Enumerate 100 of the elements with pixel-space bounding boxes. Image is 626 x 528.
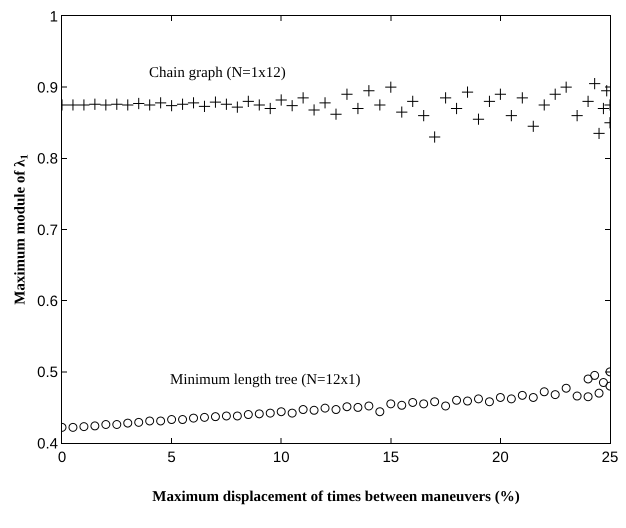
point — [100, 98, 112, 112]
point — [297, 92, 310, 104]
point — [384, 81, 397, 94]
y-tick-label: 0.9 — [37, 79, 58, 96]
point — [440, 92, 452, 104]
y-tick-label: 0.7 — [37, 222, 58, 239]
point — [518, 390, 527, 400]
point — [222, 411, 231, 420]
point — [88, 98, 101, 110]
point — [178, 415, 188, 424]
point — [210, 412, 220, 422]
point — [598, 378, 608, 388]
point — [505, 110, 518, 122]
point — [588, 78, 601, 90]
point — [386, 399, 396, 408]
point — [176, 98, 189, 110]
point — [275, 94, 288, 106]
point — [200, 412, 209, 422]
x-tick-label: 10 — [272, 449, 290, 466]
point — [231, 100, 244, 114]
point — [134, 418, 144, 427]
point — [288, 408, 297, 418]
point — [244, 410, 253, 420]
point — [562, 384, 571, 393]
point — [572, 392, 582, 401]
point — [484, 397, 494, 406]
point — [408, 398, 418, 407]
point — [374, 98, 386, 112]
annotation: Chain graph (N=1x12) — [149, 65, 286, 81]
point — [122, 98, 134, 112]
point — [198, 100, 211, 112]
point — [156, 416, 166, 426]
point — [483, 95, 496, 108]
point — [450, 102, 463, 115]
point — [352, 102, 364, 115]
point — [474, 394, 483, 404]
point — [112, 420, 122, 429]
point — [220, 98, 232, 110]
x-tick-label: 5 — [167, 449, 176, 466]
point — [66, 98, 80, 112]
point — [362, 84, 375, 97]
point — [166, 100, 178, 112]
point — [101, 420, 110, 429]
point — [308, 104, 320, 116]
point — [396, 106, 408, 118]
point — [232, 411, 242, 420]
point — [397, 400, 406, 410]
x-tick-label: 20 — [492, 449, 509, 466]
point — [419, 399, 428, 408]
point — [441, 401, 450, 410]
y-tick-label: 0.5 — [37, 364, 58, 382]
point — [496, 392, 505, 402]
y-tick-label: 0.8 — [37, 150, 58, 168]
point — [298, 405, 308, 414]
point — [584, 392, 593, 402]
point — [332, 405, 340, 414]
point — [549, 88, 562, 100]
point — [145, 416, 154, 426]
point — [418, 110, 430, 122]
point — [430, 397, 440, 406]
y-tick-label: 0.6 — [37, 292, 58, 310]
point — [242, 95, 254, 108]
point — [264, 102, 276, 115]
point — [209, 96, 222, 108]
point — [571, 110, 584, 122]
point — [353, 402, 362, 412]
point — [494, 88, 506, 100]
y-tick-label: 1 — [50, 8, 58, 26]
point — [276, 407, 286, 416]
point — [538, 98, 550, 112]
x-axis-title: Maximum displacement of times between maneuvers (%) — [152, 489, 520, 505]
point — [253, 98, 266, 112]
point — [597, 102, 610, 115]
point — [528, 392, 538, 402]
point — [68, 422, 78, 432]
point — [78, 98, 90, 112]
point — [310, 406, 319, 415]
point — [590, 370, 600, 380]
point — [320, 404, 330, 413]
point — [123, 418, 132, 428]
annotation: Minimum length tree (N=12x1) — [170, 372, 361, 388]
point — [406, 95, 419, 108]
point — [154, 96, 167, 109]
point — [516, 92, 528, 104]
point — [463, 396, 472, 406]
point — [110, 98, 123, 110]
x-tick-label: 25 — [602, 449, 618, 466]
point — [342, 402, 352, 412]
point — [254, 409, 264, 418]
point — [79, 422, 88, 432]
point — [452, 396, 462, 405]
point — [90, 421, 100, 430]
point — [330, 108, 342, 120]
point — [592, 127, 606, 140]
point — [286, 100, 298, 112]
point — [584, 374, 593, 384]
point — [132, 97, 145, 110]
point — [461, 86, 474, 98]
point — [472, 113, 485, 126]
point — [167, 415, 176, 424]
